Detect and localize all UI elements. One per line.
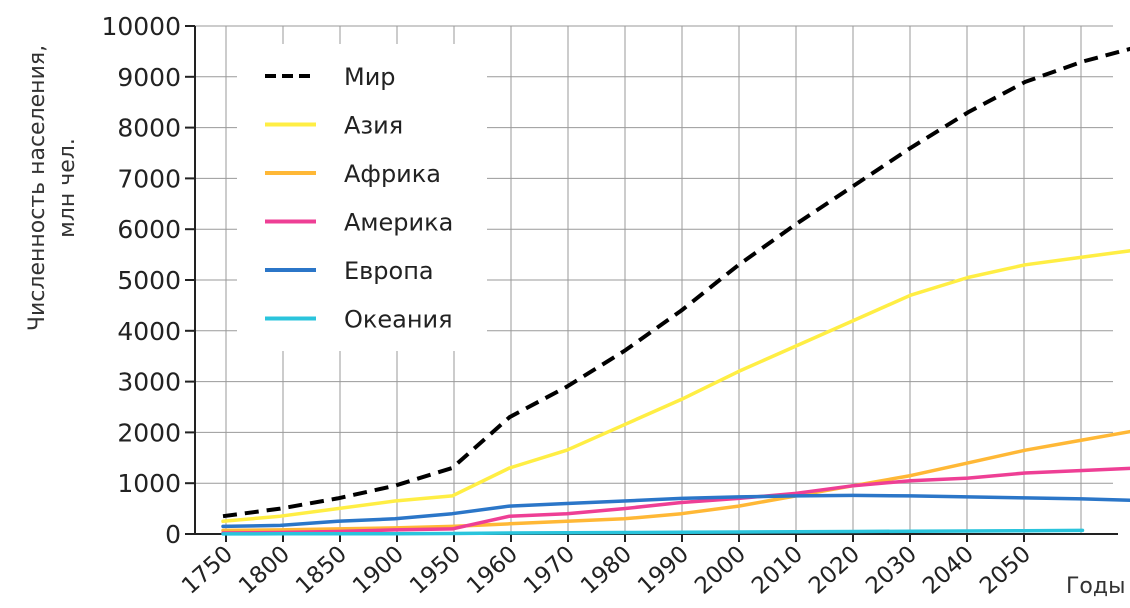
y-axis-label-line1: Численность населения, — [25, 45, 50, 331]
legend-label: Америка — [344, 209, 453, 237]
x-tick-label: 2030 — [861, 541, 922, 599]
y-tick-label: 6000 — [117, 215, 181, 244]
x-tick-label: 1990 — [633, 541, 694, 599]
x-tick-label: 1900 — [348, 541, 409, 599]
y-axis-label: Численность населения, млн чел. — [25, 45, 80, 331]
x-tick-label: 1850 — [291, 541, 352, 599]
series-line-5 — [221, 493, 1130, 529]
series-line-6 — [221, 528, 1085, 536]
x-tick-label: 2010 — [747, 541, 808, 599]
legend: Мир Азия Африка Америка Европа Океания — [265, 63, 453, 334]
y-tick-label: 5000 — [117, 266, 181, 295]
series-line-1 — [222, 46, 1130, 519]
y-tick-label: 10000 — [101, 12, 181, 41]
series-line-4 — [221, 466, 1130, 535]
x-tick-label: 1950 — [405, 541, 466, 599]
legend-label: Мир — [344, 63, 396, 91]
x-tick-label: 1750 — [177, 541, 238, 599]
legend-label: Европа — [344, 257, 434, 285]
y-tick-label: 0 — [165, 520, 181, 549]
x-tick-label: 2020 — [804, 541, 865, 599]
series-lines — [221, 46, 1130, 536]
y-axis-label-line2: млн чел. — [55, 138, 80, 238]
legend-label: Азия — [344, 112, 403, 140]
y-tick-label: 4000 — [117, 317, 181, 346]
x-tick-labels: 1750180018501900195019601970198019902000… — [177, 534, 1036, 600]
x-tick-label: 1980 — [576, 541, 637, 599]
x-tick-label: 2000 — [690, 541, 751, 599]
legend-label: Океания — [344, 306, 453, 334]
x-tick-label: 1800 — [234, 541, 295, 599]
y-tick-label: 8000 — [117, 114, 181, 143]
y-tick-label: 7000 — [117, 164, 181, 193]
x-tick-label: 2050 — [975, 541, 1036, 599]
series-line-2 — [221, 249, 1130, 524]
x-tick-label: 2040 — [918, 541, 979, 599]
y-tick-label: 9000 — [117, 63, 181, 92]
series-line-3 — [221, 429, 1130, 533]
y-tick-label: 3000 — [117, 368, 181, 397]
y-tick-label: 2000 — [117, 418, 181, 447]
y-tick-labels: 0 1000 2000 3000 4000 5000 6000 7000 8000 9000 100… — [101, 12, 195, 549]
x-tick-label: 1970 — [519, 541, 580, 599]
legend-background — [237, 44, 487, 351]
x-tick-label: 1960 — [462, 541, 523, 599]
x-axis-label: Годы — [1066, 574, 1125, 599]
y-tick-label: 1000 — [117, 469, 181, 498]
legend-label: Африка — [344, 160, 441, 188]
